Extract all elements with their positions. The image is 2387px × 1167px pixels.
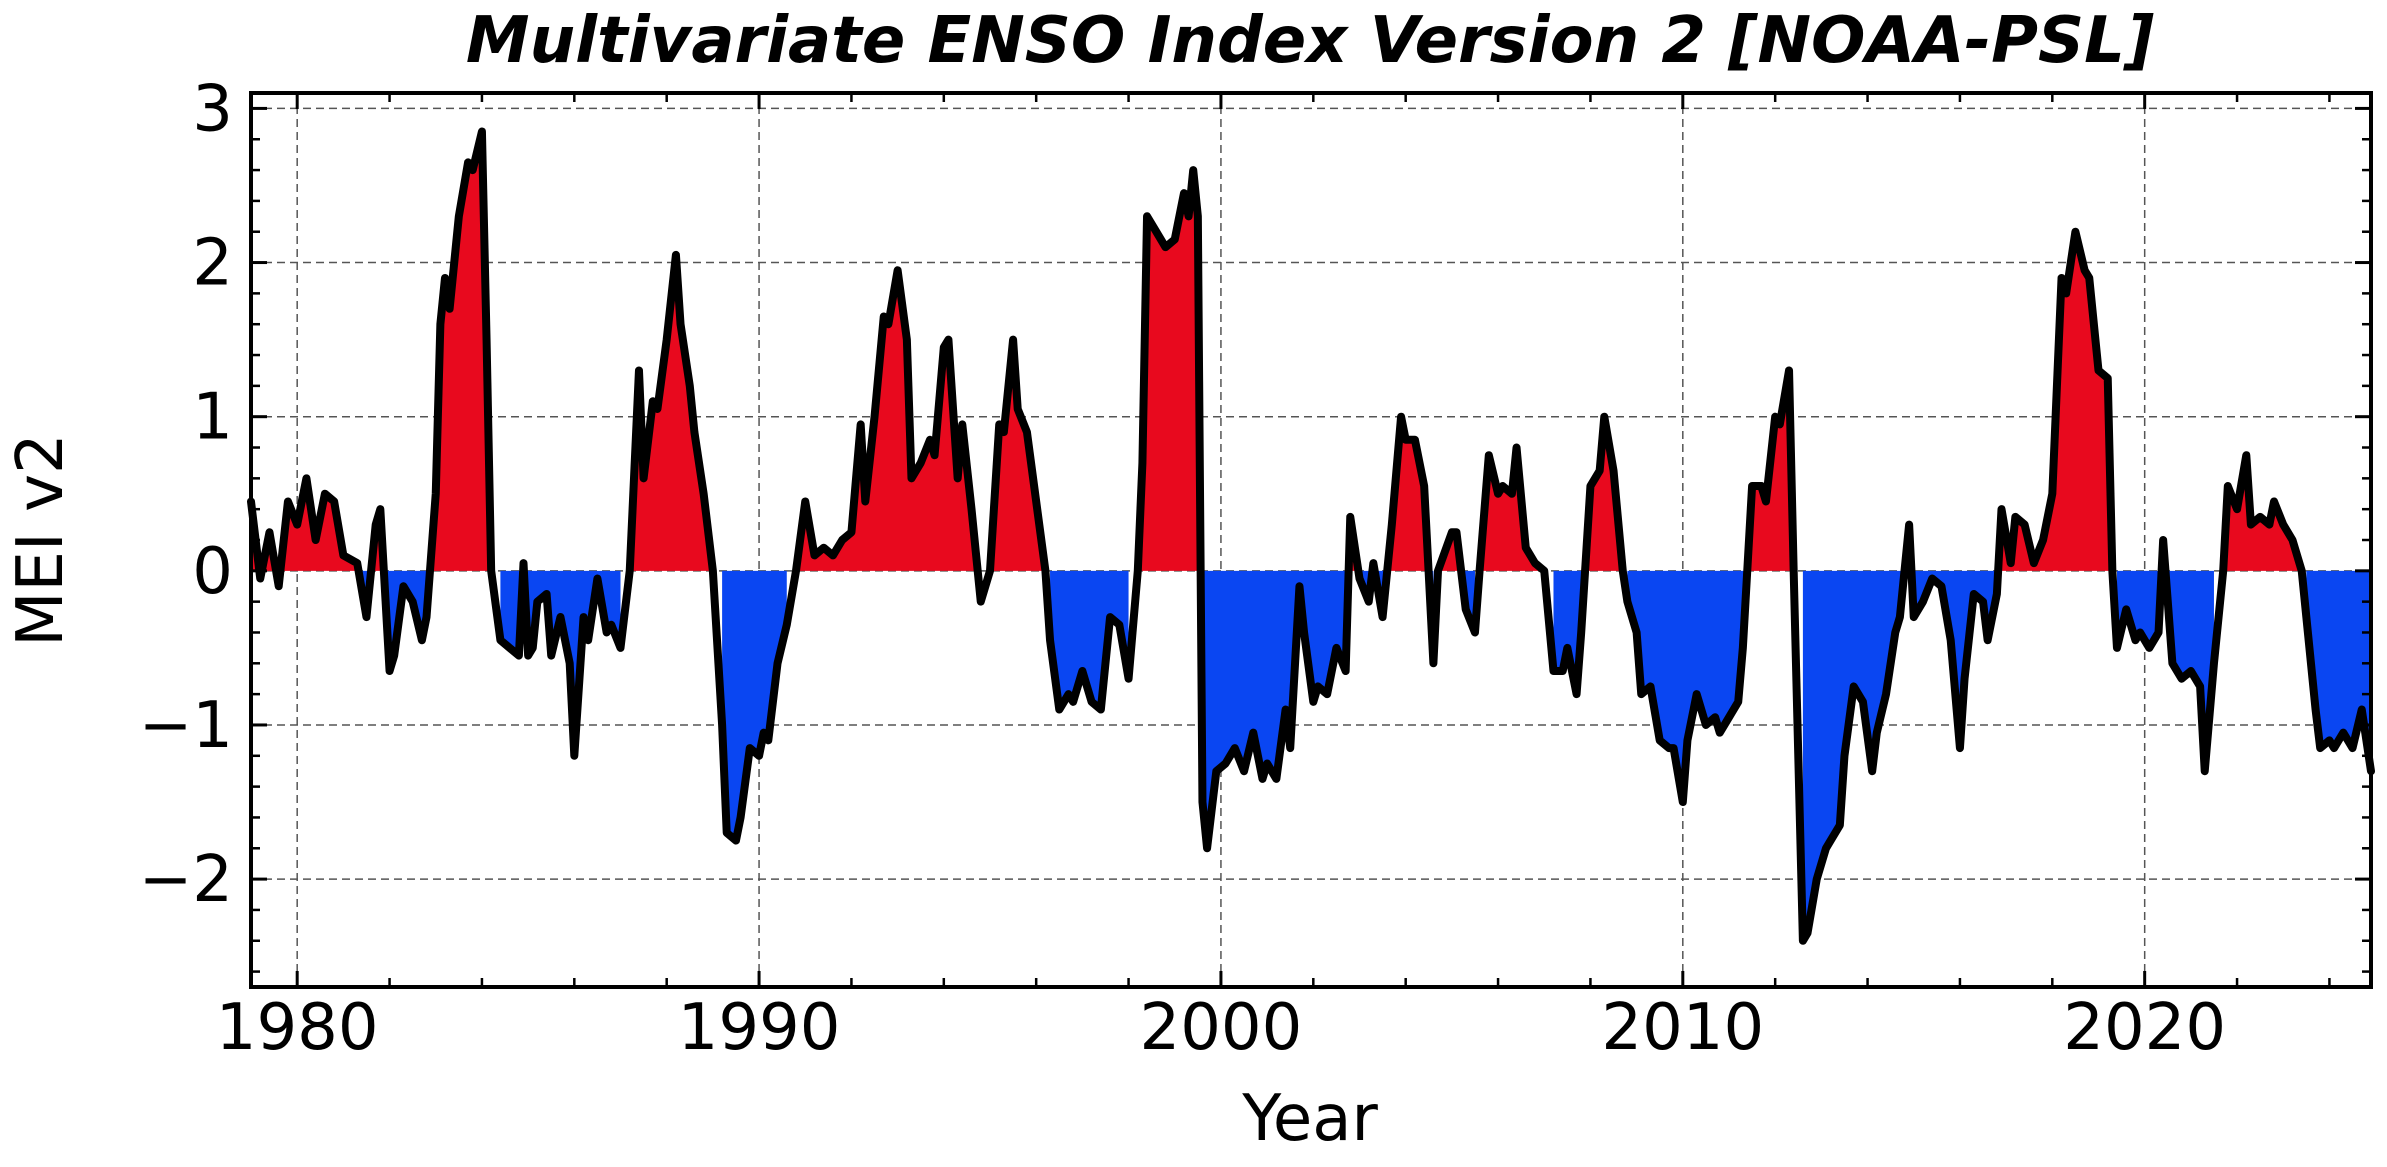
- x-tick-label: 2010: [1601, 991, 1764, 1065]
- area-fills: [251, 131, 2371, 941]
- positive-area: [629, 254, 713, 571]
- negative-area: [1200, 570, 1349, 849]
- y-tick-label: 3: [192, 72, 233, 146]
- x-tick-label: 2020: [2063, 991, 2226, 1065]
- series-line-layer: [247, 127, 2375, 945]
- positive-area: [1387, 416, 1429, 571]
- chart-title: Multivariate ENSO Index Version 2 [NOAA-…: [466, 4, 2154, 78]
- positive-area: [989, 339, 1046, 571]
- y-tick-labels: 3 2 1 0 −1 −2: [139, 72, 233, 917]
- x-tick-labels: 1980 1990 2000 2010 2020: [216, 991, 2226, 1065]
- x-axis-label: Year: [1241, 1082, 1378, 1156]
- axis-ticks: [251, 93, 2371, 987]
- y-tick-label: −2: [139, 843, 233, 917]
- x-tick-label: 2000: [1139, 991, 1302, 1065]
- negative-area: [722, 570, 787, 841]
- positive-area: [1137, 170, 1201, 571]
- positive-area: [429, 131, 492, 571]
- negative-area: [2116, 570, 2162, 648]
- positive-area: [1998, 231, 2113, 571]
- positive-area: [796, 270, 978, 571]
- mei-series-line: [247, 127, 2375, 945]
- y-tick-label: 0: [192, 535, 233, 609]
- negative-area: [2306, 570, 2371, 772]
- negative-area: [1627, 570, 1748, 803]
- y-tick-label: −1: [139, 689, 233, 763]
- x-tick-label: 1990: [678, 991, 841, 1065]
- x-tick-label: 1980: [216, 991, 379, 1065]
- y-axis-label: MEI v2: [4, 433, 78, 646]
- negative-area: [1050, 570, 1129, 710]
- positive-area: [1585, 416, 1623, 571]
- y-tick-label: 1: [192, 381, 233, 455]
- y-tick-label: 2: [192, 227, 233, 301]
- grid-lines: [251, 93, 2371, 987]
- positive-area: [1479, 447, 1545, 571]
- positive-area: [2223, 455, 2302, 571]
- negative-area: [1802, 570, 1905, 941]
